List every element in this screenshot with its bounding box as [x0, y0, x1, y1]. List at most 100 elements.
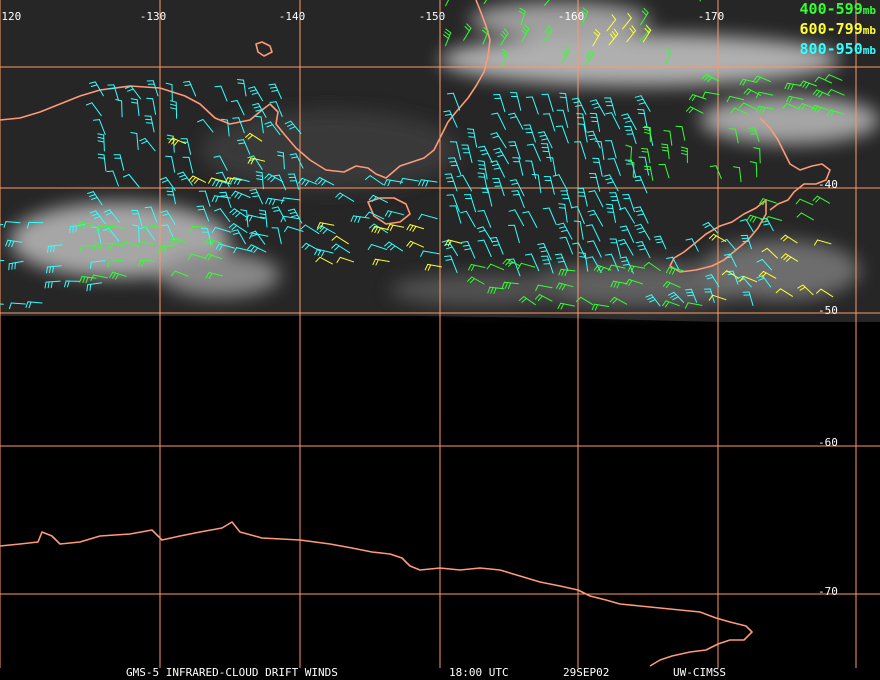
wind-barb — [76, 221, 95, 229]
wind-barb — [418, 179, 438, 187]
wind-barb — [525, 253, 540, 271]
wind-barb — [637, 109, 648, 129]
wind-barb — [93, 119, 106, 135]
wind-barb — [709, 165, 722, 180]
wind-barb — [232, 117, 245, 134]
wind-barb — [8, 260, 24, 271]
wind-barb — [541, 93, 554, 112]
latitude-label: -60 — [818, 436, 838, 449]
wind-barb — [3, 221, 21, 228]
wind-barb — [587, 240, 602, 258]
wind-barb — [93, 243, 111, 250]
wind-barb — [139, 137, 156, 152]
wind-barb — [132, 224, 140, 243]
wind-barb — [249, 188, 263, 205]
wind-barb — [240, 209, 249, 228]
wind-barb — [248, 86, 263, 102]
wind-barb — [508, 112, 524, 130]
wind-barb — [617, 239, 634, 256]
wind-barb — [86, 282, 102, 292]
wind-barb — [535, 294, 553, 302]
wind-barb — [559, 236, 574, 255]
wind-barb — [188, 253, 206, 260]
wind-barb — [264, 121, 281, 136]
wind-barb — [449, 141, 462, 160]
wind-barb — [44, 280, 61, 289]
wind-barb — [525, 160, 537, 180]
wind-barb — [213, 155, 228, 171]
image-caption: GMS-5 INFRARED-CLOUD DRIFT WINDS 18:00 U… — [0, 601, 880, 679]
wind-barb — [510, 92, 522, 111]
wind-barb — [739, 102, 757, 110]
australia-coastline — [0, 0, 491, 179]
island-coastline — [255, 41, 273, 57]
wind-barb — [158, 245, 175, 253]
wind-barb — [64, 280, 81, 288]
wind-barb — [733, 166, 742, 183]
cloud-band-north — [440, 34, 840, 86]
wind-barb — [131, 210, 143, 227]
tasmania-coastline — [367, 197, 411, 225]
wind-barb — [755, 91, 774, 99]
wind-barb — [643, 262, 661, 271]
legend-item-600-799: 600-799mb — [799, 20, 876, 38]
wind-barb — [749, 161, 758, 178]
wind-barb — [665, 267, 684, 275]
wind-barb — [816, 288, 834, 298]
wind-barb — [525, 96, 539, 115]
observation-date: 29SEP02 — [563, 666, 610, 679]
wind-barb — [106, 170, 119, 187]
wind-barb — [633, 175, 648, 194]
wind-barb — [748, 127, 760, 142]
wind-barb — [626, 25, 636, 43]
product-name: GMS-5 INFRARED-CLOUD DRIFT WINDS — [126, 666, 338, 679]
wind-barb — [675, 125, 686, 141]
wind-barb — [420, 250, 440, 257]
wind-barb — [249, 232, 269, 239]
wind-barb — [508, 209, 525, 227]
wind-barb — [644, 125, 651, 143]
wind-barb — [618, 207, 635, 224]
wind-barb — [272, 174, 287, 191]
longitude-label: -120 — [0, 10, 22, 23]
wind-barb — [490, 132, 507, 149]
wind-barb — [546, 156, 557, 177]
wind-barb — [592, 29, 601, 47]
wind-barb — [764, 216, 783, 223]
wind-barb — [558, 268, 576, 277]
wind-barb — [315, 256, 333, 265]
wind-barb — [493, 147, 509, 165]
wind-barb — [208, 177, 226, 184]
wind-barb — [247, 157, 266, 165]
wind-barb — [79, 276, 97, 284]
wind-barb — [782, 103, 800, 110]
latitude-label: -40 — [818, 178, 838, 191]
wind-barb — [813, 239, 832, 246]
wind-barb — [113, 154, 125, 171]
wind-barb — [170, 270, 189, 277]
wind-barb — [448, 157, 462, 176]
wind-barb — [576, 187, 588, 207]
wind-barb — [739, 219, 754, 233]
wind-barb — [543, 176, 555, 195]
new-zealand-south-coastline — [669, 199, 767, 273]
wind-barb — [268, 83, 282, 100]
wind-barb — [331, 235, 349, 245]
wind-barb — [89, 260, 106, 269]
wind-barb — [576, 113, 587, 133]
wind-barb — [523, 124, 536, 143]
wind-barb — [634, 95, 651, 112]
wind-barb — [531, 173, 542, 194]
wind-barb — [663, 281, 681, 288]
wind-barb — [635, 241, 651, 259]
wind-barb — [685, 238, 699, 252]
wind-barb — [645, 294, 661, 307]
wind-barb — [572, 242, 587, 260]
wind-barb — [198, 190, 211, 207]
wind-barb — [229, 208, 249, 219]
wind-barb — [591, 303, 609, 311]
wind-barb — [168, 137, 186, 146]
cloud-patch — [470, 2, 650, 38]
wind-barb — [85, 102, 102, 117]
